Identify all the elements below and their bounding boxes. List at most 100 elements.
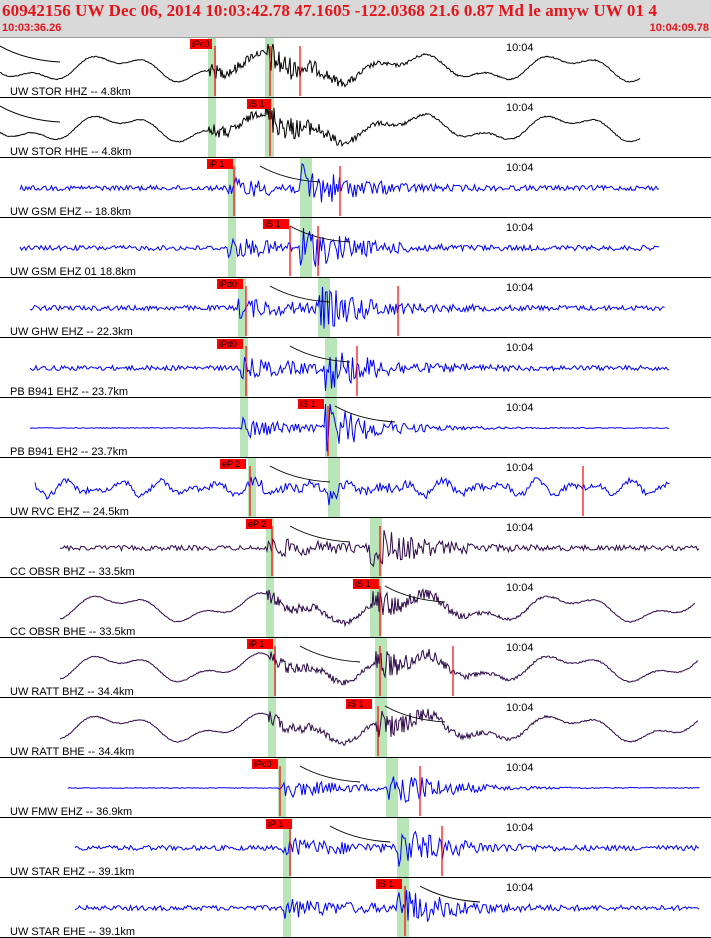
p-pick-window	[228, 158, 236, 218]
pick-label-box[interactable]	[263, 219, 289, 229]
p-pick-window	[238, 278, 246, 338]
time-tick-label: 10:04	[506, 702, 534, 714]
time-tick-label: 10:04	[506, 822, 534, 834]
pick-label: iPd0	[219, 339, 237, 349]
time-tick-label: 10:04	[506, 282, 534, 294]
s-pick-window	[300, 158, 312, 218]
waveform	[34, 476, 670, 506]
seismogram-panel: 10:04 iPc0 UW STOR HHZ -- 4.8km 10:04 iS 1 UW…	[0, 38, 711, 938]
pick-label-box[interactable]	[353, 579, 379, 589]
time-tick-label: 10:04	[506, 342, 534, 354]
trace-panel[interactable]: 10:04 iP 1 UW RATT BHZ -- 34.4km	[0, 638, 711, 698]
p-pick-window	[266, 578, 274, 638]
pick-label-box[interactable]	[247, 99, 271, 109]
time-tick-label: 10:04	[506, 102, 534, 114]
travel-time-curve	[419, 885, 481, 903]
waveform	[29, 403, 670, 452]
waveform	[0, 103, 641, 148]
trace-panel[interactable]: 10:04 eP 2 UW RVC EHZ -- 24.5km	[0, 458, 711, 518]
time-tick-label: 10:04	[506, 462, 534, 474]
waveform	[19, 227, 660, 267]
waveform	[67, 776, 700, 803]
trace-panel[interactable]: 10:04 iS 1 UW GSM EHZ 01 18.8km	[0, 218, 711, 278]
trace-panel[interactable]: 10:04 iS 1 UW STAR EHE -- 39.1km	[0, 878, 711, 938]
station-label: CC OBSR BHE -- 33.5km	[10, 626, 135, 638]
travel-time-curve	[289, 345, 351, 363]
pick-label-box[interactable]	[252, 759, 278, 769]
pick-label-box[interactable]	[220, 459, 246, 469]
pick-label-box[interactable]	[346, 699, 372, 709]
waveform	[74, 830, 700, 867]
pick-label: iP 1	[209, 159, 224, 169]
p-pick-window	[268, 698, 276, 758]
pick-label: iS 1	[378, 879, 394, 889]
pick-label-box[interactable]	[266, 819, 292, 829]
s-pick-window	[375, 638, 387, 698]
station-label: UW STOR HHE -- 4.8km	[10, 146, 131, 158]
trace-panel[interactable]: 10:04 iPd0 UW GHW EHZ -- 22.3km	[0, 278, 711, 338]
time-tick-label: 10:04	[506, 762, 534, 774]
travel-time-curve	[384, 585, 446, 603]
trace-panel[interactable]: 10:04 eP 2 CC OBSR BHZ -- 33.5km	[0, 518, 711, 578]
window-end-time: 10:04:09.78	[649, 22, 709, 34]
trace-panel[interactable]: 10:04 iS 1 UW RATT BHE -- 34.4km	[0, 698, 711, 758]
p-pick-window	[248, 458, 256, 518]
trace-panel[interactable]: 10:04 iPd0 PB B941 EHZ -- 23.7km	[0, 338, 711, 398]
pick-label: iS 1	[348, 699, 364, 709]
pick-label-box[interactable]	[217, 279, 243, 289]
pick-label-box[interactable]	[376, 879, 402, 889]
pick-label: iP 1	[268, 819, 283, 829]
time-tick-label: 10:04	[506, 222, 534, 234]
trace-panel[interactable]: 10:04 iPc0 UW FMW EHZ -- 36.9km	[0, 758, 711, 818]
time-tick-label: 10:04	[506, 642, 534, 654]
pick-label: iS 1	[265, 219, 281, 229]
travel-time-curve	[384, 705, 446, 723]
trace-panel[interactable]: 10:04 iS 1 CC OBSR BHE -- 33.5km	[0, 578, 711, 638]
waveform	[59, 648, 699, 686]
s-pick-window	[370, 518, 382, 578]
pick-label-box[interactable]	[217, 339, 243, 349]
station-label: CC OBSR BHZ -- 33.5km	[10, 566, 135, 578]
waveform	[59, 588, 695, 628]
travel-time-curve	[334, 405, 396, 423]
trace-panel[interactable]: 10:04 iP 1 UW STAR EHZ -- 39.1km	[0, 818, 711, 878]
station-label: UW GHW EHZ -- 22.3km	[10, 326, 133, 338]
event-title: 60942156 UW Dec 06, 2014 10:03:42.78 47.…	[2, 1, 658, 20]
window-start-time: 10:03:36.26	[2, 22, 62, 34]
waveform	[59, 708, 699, 746]
p-pick-window	[208, 98, 216, 158]
waveform	[0, 43, 641, 88]
time-tick-label: 10:04	[506, 42, 534, 54]
s-pick-window	[386, 758, 398, 818]
time-tick-label: 10:04	[506, 582, 534, 594]
station-label: UW RVC EHZ -- 24.5km	[10, 506, 129, 518]
travel-time-curve	[259, 165, 321, 183]
pick-label-box[interactable]	[247, 639, 273, 649]
station-label: UW GSM EHZ -- 18.8km	[10, 206, 131, 218]
p-pick-window	[240, 398, 248, 458]
p-pick-window	[283, 818, 291, 878]
time-tick-label: 10:04	[506, 162, 534, 174]
station-label: UW STAR EHZ -- 39.1km	[10, 866, 134, 878]
pick-label: eP 2	[222, 459, 240, 469]
trace-panel[interactable]: 10:04 iS 1 PB B941 EH2 -- 23.7km	[0, 398, 711, 458]
waveform	[29, 286, 665, 329]
time-tick-label: 10:04	[506, 882, 534, 894]
waveform	[29, 352, 670, 391]
station-label: UW FMW EHZ -- 36.9km	[10, 806, 132, 818]
p-pick-window	[278, 758, 286, 818]
trace-panel[interactable]: 10:04 iPc0 UW STOR HHZ -- 4.8km	[0, 38, 711, 98]
pick-label-box[interactable]	[246, 519, 272, 529]
trace-panel[interactable]: 10:04 iS 1 UW STOR HHE -- 4.8km	[0, 98, 711, 158]
pick-label-box[interactable]	[190, 39, 212, 49]
travel-time-curve	[269, 465, 331, 483]
trace-panel[interactable]: 10:04 iP 1 UW GSM EHZ -- 18.8km	[0, 158, 711, 218]
p-pick-window	[266, 518, 274, 578]
event-header: 60942156 UW Dec 06, 2014 10:03:42.78 47.…	[0, 0, 711, 38]
pick-label: iS 1	[300, 399, 316, 409]
pick-label: iPc0	[192, 39, 210, 49]
pick-label-box[interactable]	[207, 159, 233, 169]
travel-time-curve	[289, 525, 351, 543]
s-pick-window	[328, 458, 340, 518]
pick-label-box[interactable]	[298, 399, 324, 409]
